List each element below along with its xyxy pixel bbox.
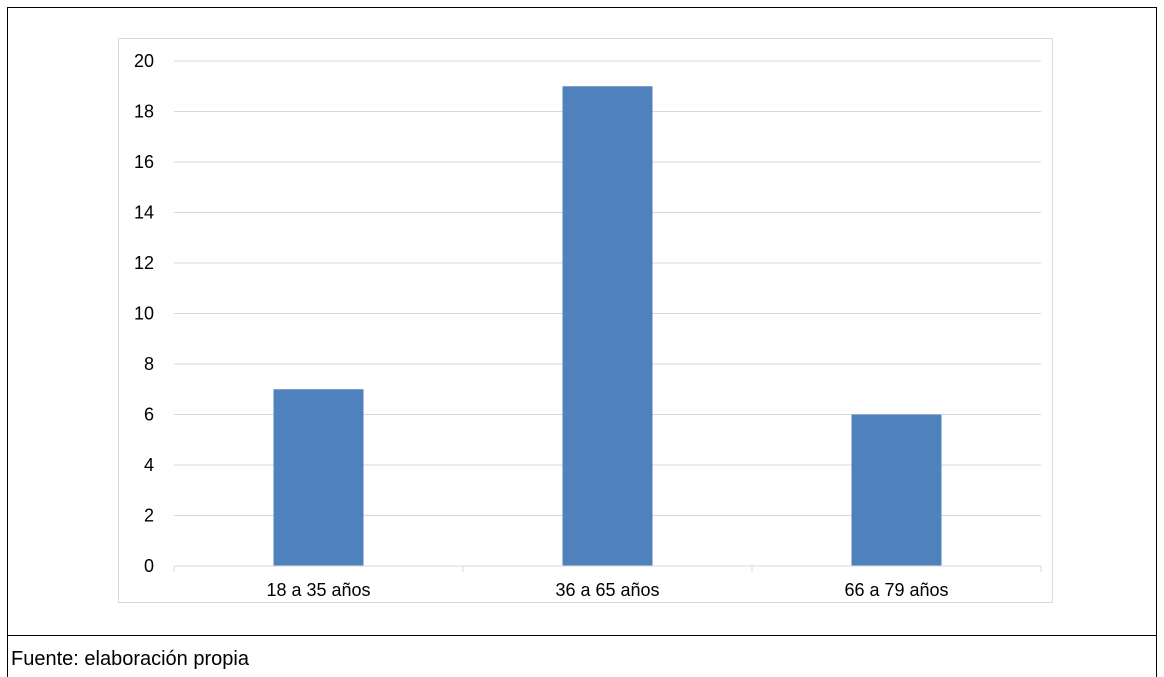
x-tick-labels: 18 a 35 años 36 a 65 años 66 a 79 años: [266, 580, 948, 600]
y-tick-label: 2: [144, 506, 154, 526]
figure-frame: [7, 7, 1157, 635]
y-tick-label: 0: [144, 556, 154, 576]
bar: [273, 389, 364, 566]
y-tick-labels: 0 2 4 6 8 10 12 14 16 18 20: [134, 51, 154, 576]
y-tick-label: 18: [134, 102, 154, 122]
source-row: Fuente: elaboración propia: [7, 635, 1157, 677]
x-tick-label: 36 a 65 años: [555, 580, 659, 600]
y-tick-label: 16: [134, 152, 154, 172]
y-tick-label: 4: [144, 455, 154, 475]
chart-area: [118, 38, 1053, 603]
bar-chart: 0 2 4 6 8 10 12 14 16 18 20 18 a 35 años 36 a 65 añ…: [134, 51, 1042, 600]
y-tick-label: 20: [134, 51, 154, 71]
x-tick-label: 18 a 35 años: [266, 580, 370, 600]
y-tick-label: 8: [144, 354, 154, 374]
bar: [851, 414, 942, 566]
y-tick-label: 10: [134, 304, 154, 324]
source-note: Fuente: elaboración propia: [11, 648, 249, 670]
y-tick-label: 12: [134, 253, 154, 273]
y-tick-label: 14: [134, 203, 154, 223]
y-tick-label: 6: [144, 405, 154, 425]
x-tick-label: 66 a 79 años: [844, 580, 948, 600]
bar: [562, 86, 653, 566]
x-axis: [173, 565, 1042, 572]
bars: [273, 86, 942, 566]
